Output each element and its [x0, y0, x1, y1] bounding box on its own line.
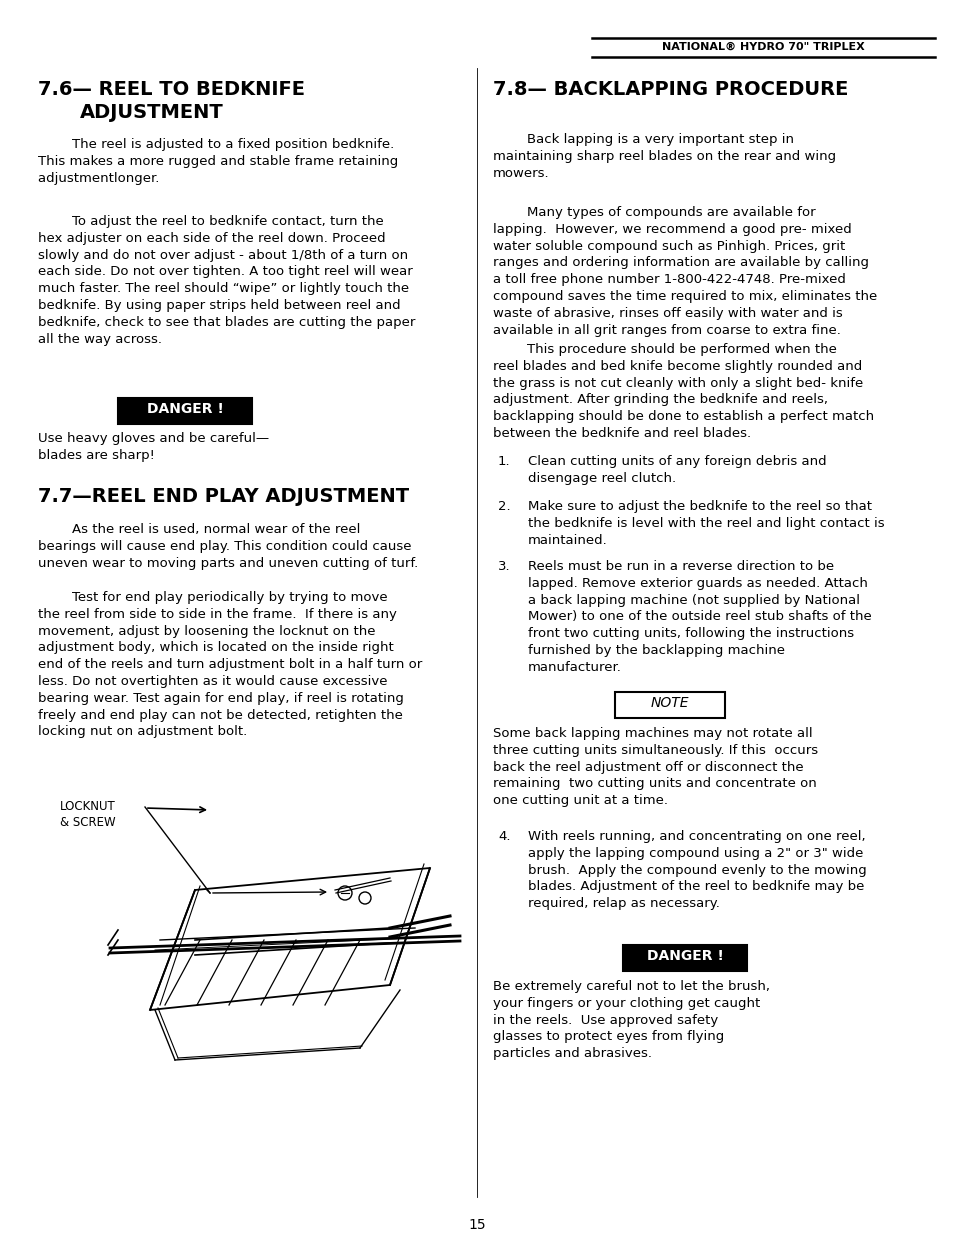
- Text: 4.: 4.: [497, 830, 510, 844]
- Text: 2.: 2.: [497, 500, 510, 513]
- Text: The reel is adjusted to a fixed position bedknife.
This makes a more rugged and : The reel is adjusted to a fixed position…: [38, 138, 397, 184]
- Text: 3.: 3.: [497, 559, 510, 573]
- Text: 7.6— REEL TO BEDKNIFE: 7.6— REEL TO BEDKNIFE: [38, 80, 305, 99]
- Text: 7.8— BACKLAPPING PROCEDURE: 7.8— BACKLAPPING PROCEDURE: [493, 80, 847, 99]
- Text: Some back lapping machines may not rotate all
three cutting units simultaneously: Some back lapping machines may not rotat…: [493, 727, 818, 808]
- Text: To adjust the reel to bedknife contact, turn the
hex adjuster on each side of th: To adjust the reel to bedknife contact, …: [38, 215, 415, 346]
- Text: Clean cutting units of any foreign debris and
disengage reel clutch.: Clean cutting units of any foreign debri…: [527, 454, 825, 485]
- Text: NATIONAL® HYDRO 70" TRIPLEX: NATIONAL® HYDRO 70" TRIPLEX: [661, 42, 863, 52]
- Bar: [615, 692, 724, 718]
- Bar: [622, 945, 746, 971]
- Text: 15: 15: [468, 1218, 485, 1233]
- Text: Test for end play periodically by trying to move
the reel from side to side in t: Test for end play periodically by trying…: [38, 592, 422, 739]
- Text: DANGER !: DANGER !: [147, 403, 223, 416]
- Text: With reels running, and concentrating on one reel,
apply the lapping compound us: With reels running, and concentrating on…: [527, 830, 866, 910]
- Text: DANGER !: DANGER !: [646, 948, 722, 963]
- Text: As the reel is used, normal wear of the reel
bearings will cause end play. This : As the reel is used, normal wear of the …: [38, 522, 417, 569]
- Text: LOCKNUT
& SCREW: LOCKNUT & SCREW: [60, 800, 115, 829]
- Text: Back lapping is a very important step in
maintaining sharp reel blades on the re: Back lapping is a very important step in…: [493, 133, 835, 179]
- Text: ADJUSTMENT: ADJUSTMENT: [80, 103, 224, 122]
- Bar: [118, 398, 252, 424]
- Text: NOTE: NOTE: [650, 697, 688, 710]
- Text: This procedure should be performed when the
reel blades and bed knife become sli: This procedure should be performed when …: [493, 343, 873, 440]
- Text: Make sure to adjust the bedknife to the reel so that
the bedknife is level with : Make sure to adjust the bedknife to the …: [527, 500, 883, 547]
- Text: Use heavy gloves and be careful—
blades are sharp!: Use heavy gloves and be careful— blades …: [38, 432, 269, 462]
- Text: 1.: 1.: [497, 454, 510, 468]
- Text: Reels must be run in a reverse direction to be
lapped. Remove exterior guards as: Reels must be run in a reverse direction…: [527, 559, 871, 674]
- Text: Be extremely careful not to let the brush,
your fingers or your clothing get cau: Be extremely careful not to let the brus…: [493, 981, 769, 1060]
- Text: Many types of compounds are available for
lapping.  However, we recommend a good: Many types of compounds are available fo…: [493, 206, 877, 337]
- Text: 7.7—REEL END PLAY ADJUSTMENT: 7.7—REEL END PLAY ADJUSTMENT: [38, 487, 409, 506]
